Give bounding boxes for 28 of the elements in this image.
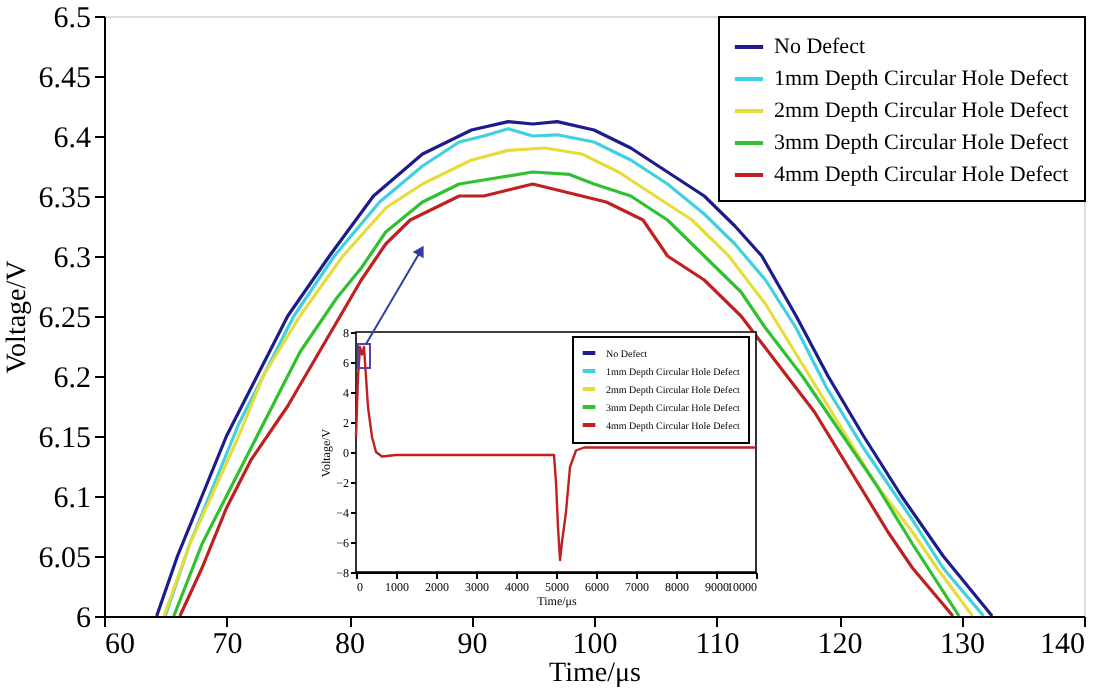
y-tick-label: 6.15	[38, 423, 91, 455]
y-tick-label: 6.2	[53, 363, 91, 395]
x-axis-title: Time/μs	[549, 659, 641, 689]
y-tick-label: 6.5	[53, 3, 91, 35]
x-tick-label: 140	[1040, 629, 1085, 661]
y-tick-label: 6	[76, 603, 92, 635]
y-tick-label: 6.05	[38, 543, 91, 575]
x-tick-label: 130	[940, 629, 985, 661]
x-tick-label: 100	[572, 629, 618, 661]
legend-label: 1mm Depth Circular Hole Defect	[774, 67, 1069, 91]
y-tick-label: 6.45	[38, 63, 91, 95]
y-tick-label: 6.3	[53, 243, 91, 275]
legend-label: 4mm Depth Circular Hole Defect	[774, 163, 1069, 187]
y-tick-label: 6.4	[53, 123, 92, 155]
x-tick-label: 60	[105, 629, 135, 661]
y-tick-label: 6.1	[53, 483, 91, 515]
legend-label: 2mm Depth Circular Hole Defect	[774, 99, 1069, 123]
legend-label: 3mm Depth Circular Hole Defect	[774, 131, 1069, 155]
x-tick-label: 120	[817, 629, 863, 661]
x-tick-label: 70	[212, 629, 243, 661]
legend-label: No Defect	[774, 35, 866, 59]
x-tick-label: 80	[335, 629, 365, 661]
y-axis-title: Voltage/V	[2, 260, 33, 374]
line-series	[354, 343, 758, 562]
x-tick-label: 110	[695, 629, 740, 661]
x-tick-label: 90	[457, 629, 488, 661]
y-tick-label: 6.35	[38, 183, 91, 215]
y-tick-label: 6.25	[38, 303, 91, 335]
